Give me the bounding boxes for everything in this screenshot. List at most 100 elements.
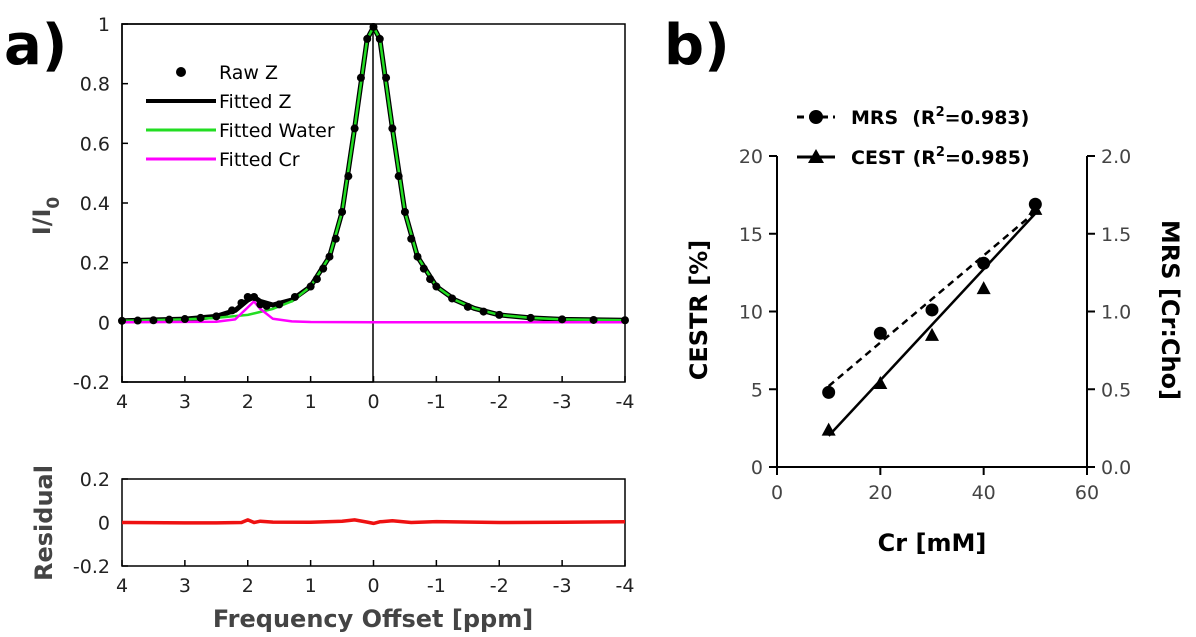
panel-a-ylabel-main: I/I0 — [28, 197, 64, 236]
panel-a-main-x-tick-label: 3 — [179, 391, 191, 413]
series-mrs-point — [822, 385, 836, 399]
panel-a-main-x-tick-label: 0 — [367, 391, 379, 413]
panel-b-plot: 0 20 40 60 0 5 10 15 20 0.0 0.5 1.0 1.5 2.0 — [739, 146, 1131, 504]
legend-mrs-marker — [809, 110, 823, 124]
panel-a-label: a) — [4, 13, 67, 78]
raw-z-point — [448, 294, 457, 303]
panel-b-left-y-tick-label: 20 — [739, 146, 763, 168]
raw-z-point — [250, 292, 259, 301]
panel-b-xlabel: Cr [mM] — [878, 529, 987, 557]
panel-a-residual-x-tick-label: 2 — [242, 575, 254, 597]
raw-z-point — [118, 316, 126, 325]
raw-z-point — [426, 275, 435, 284]
raw-z-point — [350, 124, 359, 133]
raw-z-point — [479, 307, 488, 316]
panel-a-main-x-ticks: 4 3 2 1 0 -1 -2 -3 -4 — [116, 376, 634, 413]
legend-raw-z-label: Raw Z — [219, 62, 278, 84]
raw-z-point — [312, 275, 321, 284]
panel-a-residual-y-tick-label: -0.2 — [73, 556, 110, 578]
panel-b-ylabel-right: MRS [Cr:Cho] — [1156, 220, 1184, 400]
panel-a-main-x-tick-label: 1 — [305, 391, 317, 413]
panel-a-residual-x-tick-label: 0 — [367, 575, 379, 597]
series-mrs-fit-line — [827, 211, 1037, 388]
raw-z-point — [526, 313, 535, 322]
panel-a-residual-y-tick-label: 0.2 — [80, 469, 110, 491]
raw-z-point — [149, 316, 158, 325]
raw-z-point — [228, 306, 237, 315]
series-cest-point — [821, 422, 836, 436]
panel-a-main-y-tick-label: -0.2 — [73, 372, 110, 394]
raw-z-point — [338, 207, 347, 216]
raw-z-point — [388, 124, 397, 133]
legend-fitted-z-label: Fitted Z — [219, 91, 292, 113]
panel-a-main-x-tick-label: 2 — [242, 391, 254, 413]
panel-b-right-y-tick-label: 1.5 — [1101, 224, 1131, 246]
panel-a-residual-x-tick-label: -2 — [490, 575, 509, 597]
raw-z-point — [237, 298, 246, 307]
panel-b-left-y-tick-label: 10 — [739, 302, 763, 324]
panel-b-x-tick-label: 20 — [868, 482, 892, 504]
panel-b-ylabel-left: CESTR [%] — [685, 240, 713, 380]
raw-z-point — [275, 300, 284, 309]
panel-a-xlabel: Frequency Offset [ppm] — [213, 605, 533, 633]
panel-a-main-y-tick-label: 0.8 — [80, 74, 110, 96]
panel-a-residual-x-tick-label: 1 — [305, 575, 317, 597]
raw-z-point — [319, 264, 328, 273]
series-fitted-cr-line — [121, 300, 625, 324]
raw-z-point — [212, 312, 221, 321]
panel-b-right-y-tick-label: 0.5 — [1101, 379, 1131, 401]
legend-cest-marker — [808, 149, 824, 163]
raw-z-point — [180, 315, 189, 324]
raw-z-point — [306, 282, 315, 291]
panel-a-residual-x-tick-label: -4 — [616, 575, 635, 597]
panel-a-residual-x-tick-label: -1 — [427, 575, 446, 597]
panel-b-left-y-ticks: 0 5 10 15 20 — [739, 146, 777, 479]
panel-a-residual-series — [121, 518, 626, 526]
panel-b-x-tick-label: 40 — [972, 482, 996, 504]
raw-z-point — [165, 315, 174, 324]
raw-z-point — [133, 316, 142, 325]
panel-a-main-x-tick-label: -2 — [490, 391, 509, 413]
panel-b-right-y-tick-label: 1.0 — [1101, 302, 1131, 324]
legend-cest-label: CEST (R2=0.985) — [851, 145, 1030, 169]
panel-b-legend: MRS (R2=0.983) CEST (R2=0.985) — [797, 105, 1030, 169]
raw-z-point — [432, 282, 441, 291]
panel-b-left-y-tick-label: 5 — [751, 379, 763, 401]
panel-a-main-y-tick-label: 0.2 — [80, 253, 110, 275]
series-mrs-point — [925, 303, 939, 317]
raw-z-point — [382, 73, 391, 82]
series-cest-fit-line — [827, 212, 1037, 437]
raw-z-point — [621, 316, 629, 325]
panel-a-main-y-tick-label: 1 — [98, 14, 110, 36]
panel-a-main-x-tick-label: 4 — [116, 391, 128, 413]
panel-a-legend: Raw Z Fitted Z Fitted Water Fitted Cr — [146, 62, 335, 171]
panel-b-right-y-tick-label: 2.0 — [1101, 146, 1131, 168]
panel-b-x-ticks: 0 20 40 60 — [771, 467, 1099, 504]
panel-a-main-x-tick-label: -3 — [553, 391, 572, 413]
legend-mrs-label: MRS (R2=0.983) — [851, 105, 1029, 129]
raw-z-point — [256, 300, 265, 309]
panel-a-main-y-tick-label: 0.6 — [80, 133, 110, 155]
raw-z-point — [407, 234, 416, 243]
series-cest-point — [1028, 201, 1043, 215]
panel-a-main-plot: 4 3 2 1 0 -1 -2 -3 -4 -0.2 0 0.2 0.4 0.6 0.8 1 — [73, 14, 635, 413]
panel-a-residual-plot: 4 3 2 1 0 -1 -2 -3 -4 -0.2 0 0.2 — [73, 469, 635, 597]
raw-z-point — [463, 302, 472, 311]
raw-z-point — [363, 34, 372, 43]
raw-z-point — [400, 207, 409, 216]
raw-z-point — [344, 172, 353, 181]
panel-b-right-y-ticks: 0.0 0.5 1.0 1.5 2.0 — [1087, 146, 1131, 479]
panel-b-left-y-tick-label: 0 — [751, 457, 763, 479]
series-mrs-point — [873, 326, 887, 340]
series-cest-point — [976, 281, 991, 295]
residual-line — [121, 518, 626, 526]
raw-z-point — [413, 252, 422, 261]
panel-b-x-tick-label: 0 — [771, 482, 783, 504]
raw-z-point — [196, 313, 205, 322]
panel-b-left-y-tick-label: 15 — [739, 224, 763, 246]
panel-a-main-x-tick-label: -1 — [427, 391, 446, 413]
raw-z-point — [419, 264, 428, 273]
raw-z-point — [495, 310, 504, 319]
panel-b-series — [821, 197, 1043, 437]
series-cest-point — [925, 327, 939, 341]
